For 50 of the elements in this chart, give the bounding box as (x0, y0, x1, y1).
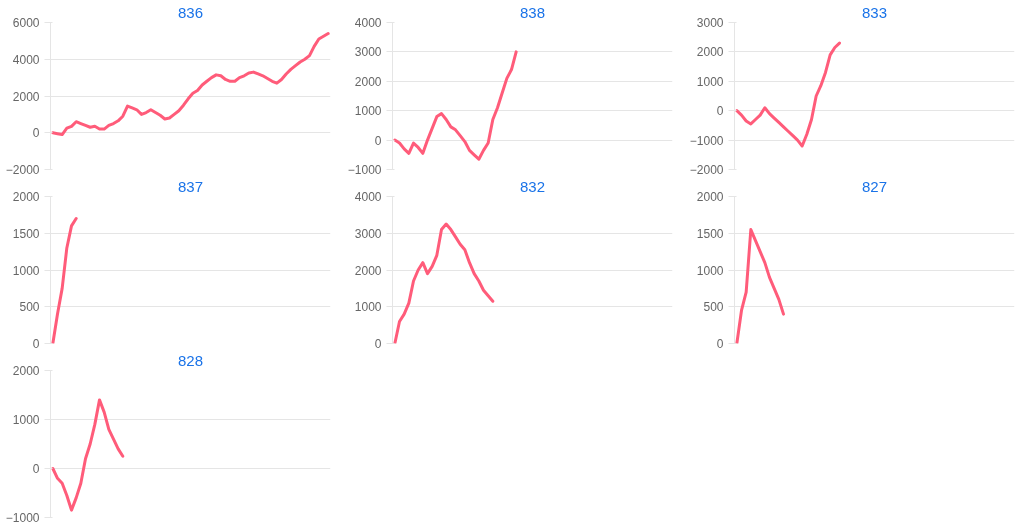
chart-title: 832 (519, 177, 546, 195)
line-series (735, 228, 785, 344)
y-tick-label: 0 (32, 337, 40, 351)
y-tick-label: 1000 (354, 300, 382, 315)
y-tick-label: 1000 (12, 263, 40, 278)
y-tick-label: −1000 (689, 133, 724, 148)
line-series (51, 398, 125, 512)
y-tick-label: 0 (32, 126, 40, 141)
y-tick-label: 3000 (354, 45, 382, 60)
y-tick-label: 0 (716, 337, 724, 351)
y-tick-label: 500 (703, 300, 724, 315)
chart-title: 827 (861, 177, 888, 195)
y-tick-label: 3000 (354, 226, 382, 241)
chart-title: 833 (861, 3, 888, 21)
line-series (393, 222, 495, 344)
y-tick-label: 0 (32, 462, 40, 476)
y-tick-label: 2000 (12, 89, 40, 104)
y-tick-label: −1000 (5, 511, 40, 524)
y-tick-label: 0 (716, 104, 724, 119)
line-series (51, 217, 78, 344)
line-series (393, 50, 518, 161)
y-tick-label: −2000 (689, 163, 724, 177)
chart-title: 828 (177, 351, 204, 369)
y-tick-label: −1000 (347, 163, 382, 177)
chart-title: 836 (177, 3, 204, 21)
y-tick-label: 0 (374, 337, 382, 351)
y-tick-label: 0 (374, 133, 382, 148)
y-tick-label: 1500 (696, 226, 724, 241)
y-tick-label: 4000 (12, 52, 40, 67)
y-tick-label: 1000 (696, 263, 724, 278)
chart-title: 837 (177, 177, 204, 195)
y-tick-label: 2000 (696, 45, 724, 60)
chart-title: 838 (519, 3, 546, 21)
y-tick-label: 1000 (12, 413, 40, 427)
y-tick-label: 2000 (12, 190, 40, 204)
line-series (735, 41, 841, 148)
y-tick-label: 4000 (354, 16, 382, 30)
y-tick-label: 1000 (696, 74, 724, 89)
y-tick-label: 1500 (12, 226, 40, 241)
y-tick-label: 1000 (354, 104, 382, 119)
y-tick-label: 2000 (354, 74, 382, 89)
y-tick-label: 6000 (12, 16, 40, 30)
y-tick-label: 500 (19, 300, 40, 315)
y-tick-label: 2000 (696, 190, 724, 204)
y-tick-label: 2000 (354, 263, 382, 278)
y-tick-label: 4000 (354, 190, 382, 204)
y-tick-label: 2000 (12, 364, 40, 378)
y-tick-label: 3000 (696, 16, 724, 30)
y-tick-label: −2000 (5, 163, 40, 177)
line-series (51, 32, 330, 137)
